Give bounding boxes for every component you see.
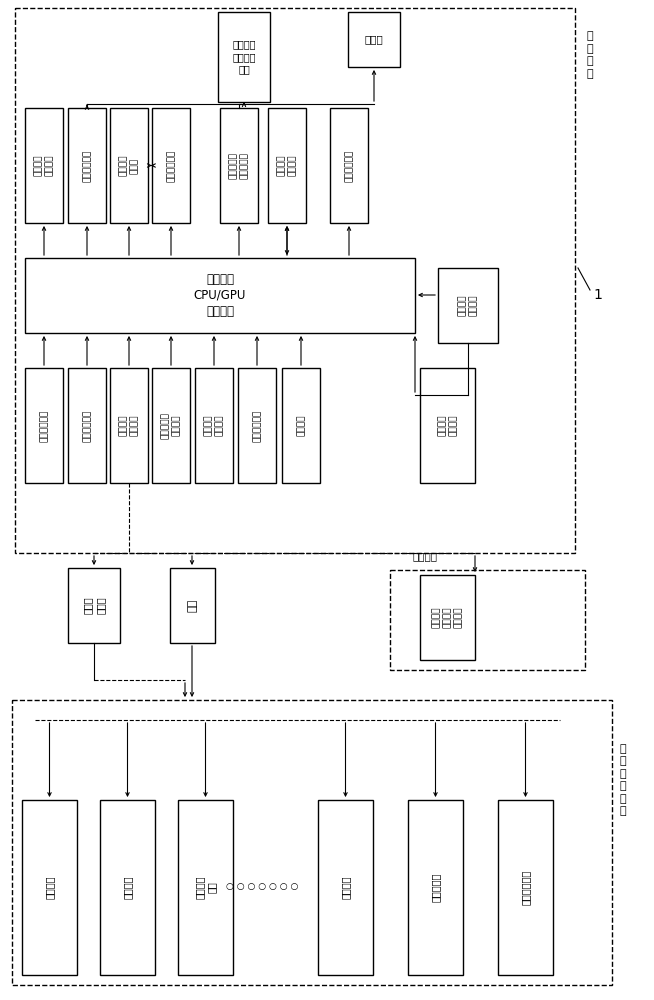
Bar — [420, 575, 475, 660]
Bar — [178, 800, 233, 975]
Bar — [218, 12, 270, 102]
Text: 智
能
家
居
设
备: 智 能 家 居 设 备 — [620, 744, 627, 816]
Bar — [152, 368, 190, 483]
Bar — [22, 800, 77, 975]
Text: 内置无线
通讯模块: 内置无线 通讯模块 — [119, 415, 139, 436]
Text: ○ ○ ○ ○ ○ ○ ○: ○ ○ ○ ○ ○ ○ ○ — [226, 882, 298, 892]
Bar — [100, 800, 155, 975]
Bar — [282, 368, 320, 483]
Bar — [25, 258, 415, 333]
Text: 体感识别系统: 体感识别系统 — [82, 409, 92, 442]
Text: 家庭网
关主机: 家庭网 关主机 — [83, 597, 105, 614]
Text: 语音交互系统: 语音交互系统 — [167, 149, 175, 182]
Text: 系统外部: 系统外部 — [413, 551, 438, 561]
Text: 智能燃气
报警: 智能燃气 报警 — [194, 876, 216, 899]
Text: 人脸识别系统: 人脸识别系统 — [39, 409, 48, 442]
Bar — [110, 108, 148, 223]
Text: 语音识别模块: 语音识别模块 — [82, 149, 92, 182]
Bar — [348, 12, 400, 67]
Bar — [25, 108, 63, 223]
Text: 操作指令
输出模块: 操作指令 输出模块 — [34, 155, 54, 176]
Text: 信息文字图
像显示模块: 信息文字图 像显示模块 — [229, 152, 249, 179]
Bar — [110, 368, 148, 483]
Bar — [408, 800, 463, 975]
Bar — [12, 700, 612, 985]
Text: 智能热水器: 智能热水器 — [430, 873, 441, 902]
Text: 触摸指示
显示模块: 触摸指示 显示模块 — [277, 155, 297, 176]
Bar — [390, 570, 585, 670]
Bar — [330, 108, 368, 223]
Text: 智能空调: 智能空调 — [341, 876, 351, 899]
Text: 智能照明: 智能照明 — [122, 876, 133, 899]
Bar — [220, 108, 258, 223]
Text: 手机: 手机 — [188, 599, 198, 612]
Bar — [318, 800, 373, 975]
Text: 红外线目标
识别系统: 红外线目标 识别系统 — [161, 412, 181, 439]
Bar — [68, 108, 106, 223]
Bar — [420, 368, 475, 483]
Text: 1: 1 — [594, 288, 602, 302]
Bar — [438, 268, 498, 343]
Bar — [15, 8, 575, 553]
Bar — [25, 368, 63, 483]
Text: 语音传感
器模块: 语音传感 器模块 — [119, 155, 139, 176]
Bar — [195, 368, 233, 483]
Bar — [152, 108, 190, 223]
Text: 咨询系统: 咨询系统 — [296, 415, 305, 436]
Text: 机电驱动系统: 机电驱动系统 — [252, 409, 262, 442]
Text: 显示屏: 显示屏 — [365, 34, 383, 44]
Bar — [238, 368, 276, 483]
Text: 目标追踪
定位模块: 目标追踪 定位模块 — [204, 415, 224, 436]
Text: 系
统
内
部: 系 统 内 部 — [587, 31, 593, 79]
Bar — [170, 568, 215, 643]
Text: 语音指令
输出执行
模块: 语音指令 输出执行 模块 — [232, 40, 256, 74]
Text: 智能安防: 智能安防 — [44, 876, 54, 899]
Text: 预约服务系统: 预约服务系统 — [345, 149, 354, 182]
Bar — [68, 368, 106, 483]
Text: 其它智能系统: 其它智能系统 — [521, 870, 530, 905]
Bar — [268, 108, 306, 223]
Text: 数据采集
分析系统: 数据采集 分析系统 — [458, 295, 478, 316]
Text: 云端云计
算分析传
输及储存: 云端云计 算分析传 输及储存 — [432, 607, 463, 628]
Bar — [68, 568, 120, 643]
Text: 多核高速
CPU/GPU
主控模块: 多核高速 CPU/GPU 主控模块 — [194, 273, 246, 318]
Bar — [498, 800, 553, 975]
Text: 电源供应
管理系统: 电源供应 管理系统 — [438, 415, 458, 436]
